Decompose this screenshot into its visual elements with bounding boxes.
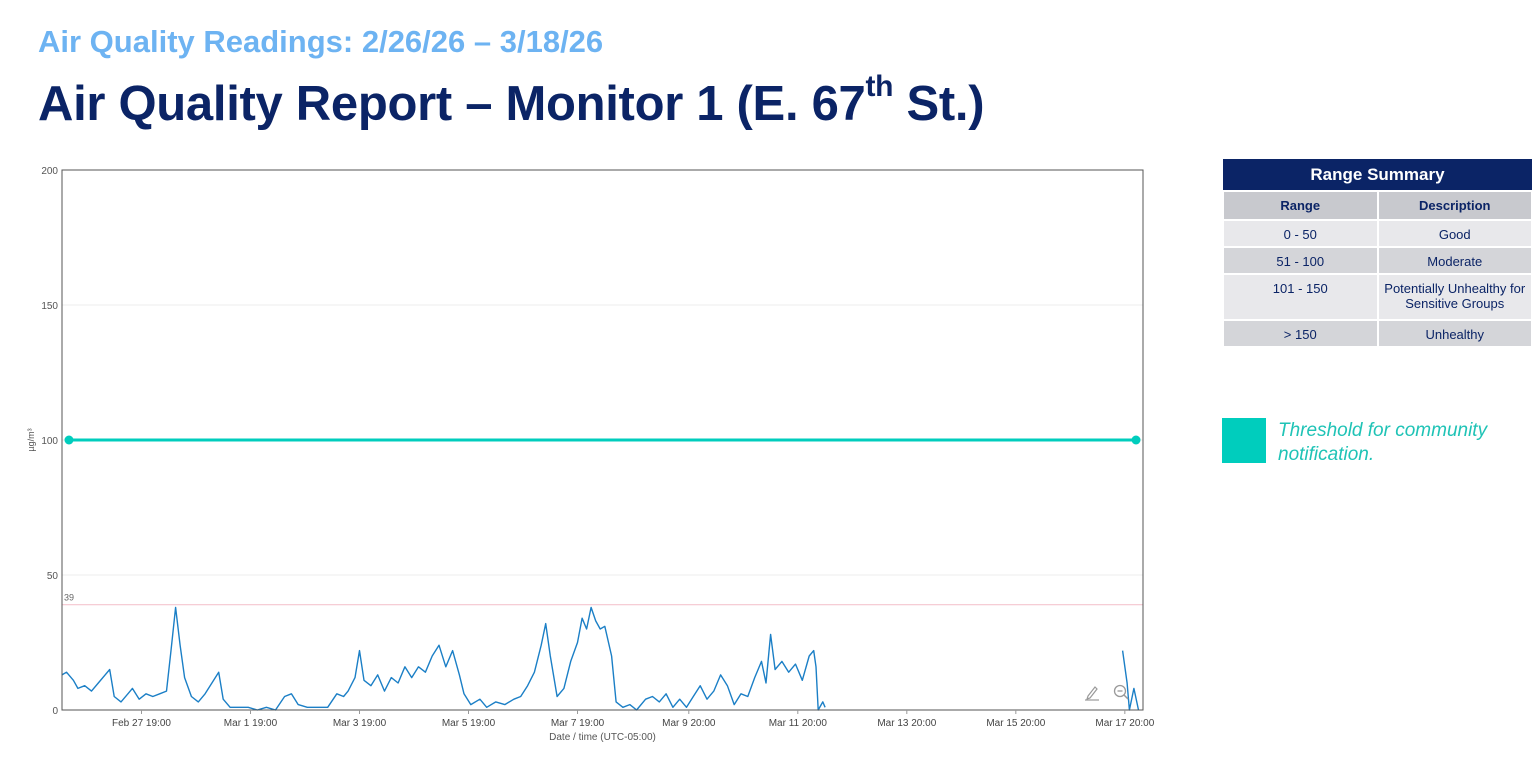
series-line	[61, 606, 826, 711]
page-subtitle: Air Quality Readings: 2/26/26 – 3/18/26	[38, 24, 604, 59]
air-quality-chart: 39 0 50 100 150 200 Feb 27 19:00 Mar 1 19:00 M…	[26, 166, 1155, 743]
max-value-line: 39	[62, 593, 1143, 606]
x-tick-label: Mar 15 20:00	[986, 718, 1045, 729]
x-tick-label: Mar 1 19:00	[224, 718, 278, 729]
column-header-description: Description	[1376, 190, 1533, 221]
max-line-label: 39	[64, 593, 74, 603]
threshold-swatch	[1222, 418, 1266, 463]
y-axis-label: µg/m³	[26, 428, 36, 451]
table-row: 51 - 100 Moderate	[1222, 246, 1533, 275]
y-axis-ticks: 0 50 100 150 200	[41, 166, 58, 717]
x-tick-label: Mar 7 19:00	[551, 718, 605, 729]
description-cell: Potentially Unhealthy for Sensitive Grou…	[1376, 273, 1533, 321]
range-summary-table: Range Summary Range Description 0 - 50 G…	[1222, 159, 1533, 348]
range-cell: 0 - 50	[1222, 219, 1379, 248]
series-line	[1121, 650, 1140, 711]
description-cell: Good	[1376, 219, 1533, 248]
plot-frame	[61, 169, 1144, 711]
range-cell: 51 - 100	[1222, 246, 1379, 275]
column-header-range: Range	[1222, 190, 1379, 221]
table-row: > 150 Unhealthy	[1222, 319, 1533, 348]
threshold-endpoint-left	[64, 435, 74, 445]
x-axis-ticks: Feb 27 19:00 Mar 1 19:00 Mar 3 19:00 Mar 5 …	[112, 710, 1155, 729]
edit-icon[interactable]	[1083, 683, 1101, 701]
description-cell: Moderate	[1376, 246, 1533, 275]
title-superscript: th	[865, 70, 894, 103]
x-tick-label: Mar 13 20:00	[877, 718, 936, 729]
series-lines	[61, 606, 1140, 711]
threshold-legend-text: Threshold for community notification.	[1278, 420, 1488, 465]
x-tick-label: Feb 27 19:00	[112, 718, 171, 729]
threshold-line	[64, 435, 1141, 445]
title-end: St.)	[893, 77, 985, 131]
threshold-endpoint-right	[1131, 435, 1141, 445]
y-tick-label: 0	[52, 706, 58, 717]
description-cell: Unhealthy	[1376, 319, 1533, 348]
x-tick-label: Mar 5 19:00	[442, 718, 496, 729]
y-tick-label: 150	[41, 301, 58, 312]
y-tick-label: 50	[47, 571, 59, 582]
x-tick-label: Mar 11 20:00	[769, 718, 828, 729]
page-title: Air Quality Report – Monitor 1 (E. 67th …	[38, 72, 985, 132]
y-tick-label: 100	[41, 436, 58, 447]
x-tick-label: Mar 9 20:00	[662, 718, 716, 729]
range-cell: > 150	[1222, 319, 1379, 348]
zoom-out-icon[interactable]	[1113, 684, 1129, 700]
table-row: 0 - 50 Good	[1222, 219, 1533, 248]
title-main: Air Quality Report – Monitor 1 (E. 67	[38, 77, 866, 131]
x-tick-label: Mar 17 20:00	[1095, 718, 1154, 729]
y-tick-label: 200	[41, 166, 58, 177]
x-axis-label: Date / time (UTC-05:00)	[549, 732, 656, 743]
x-tick-label: Mar 3 19:00	[333, 718, 387, 729]
table-row: 101 - 150 Potentially Unhealthy for Sens…	[1222, 273, 1533, 321]
range-summary-title: Range Summary	[1223, 159, 1532, 191]
range-cell: 101 - 150	[1222, 273, 1379, 321]
